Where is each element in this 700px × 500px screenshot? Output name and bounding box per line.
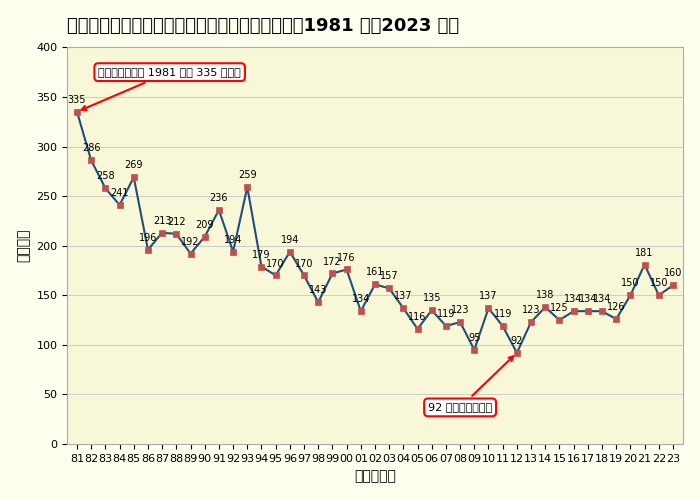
Point (241, 183, 253, 191)
Text: 134: 134 (564, 294, 583, 304)
Text: 192: 192 (181, 236, 200, 246)
Text: 150: 150 (621, 278, 640, 288)
Point (355, 307, 366, 315)
Text: 調査を開始した 1981 年は 335 件発生: 調査を開始した 1981 年は 335 件発生 (82, 67, 241, 110)
Text: 335: 335 (68, 95, 86, 105)
Point (497, 322, 508, 330)
Text: 181: 181 (636, 248, 654, 258)
Point (398, 304, 409, 312)
Point (596, 307, 608, 315)
Point (171, 230, 182, 238)
Point (71, 108, 83, 116)
Point (639, 260, 650, 268)
Text: 194: 194 (224, 234, 242, 244)
Text: 172: 172 (323, 256, 342, 266)
Point (454, 318, 466, 326)
Text: 286: 286 (82, 144, 100, 154)
Text: 269: 269 (125, 160, 143, 170)
Text: 213: 213 (153, 216, 172, 226)
Point (610, 315, 622, 323)
Point (128, 174, 139, 182)
Text: 258: 258 (96, 171, 115, 181)
Point (625, 292, 636, 300)
Text: 116: 116 (408, 312, 427, 322)
Point (554, 316, 565, 324)
Text: 143: 143 (309, 286, 328, 296)
Point (384, 284, 395, 292)
Point (185, 250, 196, 258)
Text: 134: 134 (351, 294, 370, 304)
Text: 138: 138 (536, 290, 554, 300)
Point (469, 346, 480, 354)
Point (483, 304, 494, 312)
Point (228, 248, 239, 256)
Text: 92: 92 (511, 336, 523, 346)
Point (157, 229, 168, 237)
Text: 119: 119 (437, 309, 455, 319)
Point (298, 272, 309, 280)
Text: 176: 176 (337, 252, 356, 262)
Point (412, 325, 423, 333)
Text: 123: 123 (522, 305, 540, 315)
Point (85, 156, 97, 164)
Point (341, 266, 352, 274)
Text: 135: 135 (423, 293, 441, 303)
Text: 119: 119 (494, 309, 512, 319)
Point (582, 307, 594, 315)
Point (653, 292, 664, 300)
Point (114, 201, 125, 209)
Point (568, 307, 579, 315)
X-axis label: 年（西暦）: 年（西暦） (354, 470, 396, 484)
Text: 137: 137 (394, 291, 412, 301)
Text: 236: 236 (209, 193, 228, 203)
Point (100, 184, 111, 192)
Point (426, 306, 438, 314)
Text: 170: 170 (295, 258, 314, 268)
Text: 259: 259 (238, 170, 257, 180)
Text: 95: 95 (468, 333, 480, 343)
Text: 92 件まで減少した: 92 件まで減少した (428, 356, 513, 412)
Point (270, 272, 281, 280)
Point (313, 298, 324, 306)
Point (540, 303, 551, 311)
Text: 160: 160 (664, 268, 682, 278)
Point (667, 282, 678, 290)
Text: 212: 212 (167, 217, 186, 227)
Text: 170: 170 (267, 258, 285, 268)
Text: 126: 126 (607, 302, 626, 312)
Text: 123: 123 (451, 305, 470, 315)
Point (142, 246, 153, 254)
Text: 196: 196 (139, 232, 157, 242)
Text: 134: 134 (579, 294, 597, 304)
Text: 161: 161 (366, 268, 384, 278)
Point (526, 318, 537, 326)
Text: 125: 125 (550, 303, 569, 313)
Point (511, 349, 522, 357)
Text: 194: 194 (281, 234, 299, 244)
Text: 150: 150 (650, 278, 668, 288)
Point (284, 248, 295, 256)
Text: 137: 137 (480, 291, 498, 301)
Point (199, 233, 210, 241)
Text: 209: 209 (195, 220, 214, 230)
Point (327, 270, 338, 278)
Text: 179: 179 (252, 250, 271, 260)
Text: 134: 134 (593, 294, 611, 304)
Point (214, 206, 225, 214)
Text: 会員会社の地下埋設物の事故発生件数の推移　（1981 年〜2023 年）: 会員会社の地下埋設物の事故発生件数の推移 （1981 年〜2023 年） (67, 16, 459, 34)
Point (440, 322, 452, 330)
Text: 241: 241 (111, 188, 129, 198)
Y-axis label: 発生件数: 発生件数 (17, 229, 31, 262)
Text: 157: 157 (380, 272, 398, 281)
Point (370, 280, 381, 288)
Point (256, 262, 267, 270)
